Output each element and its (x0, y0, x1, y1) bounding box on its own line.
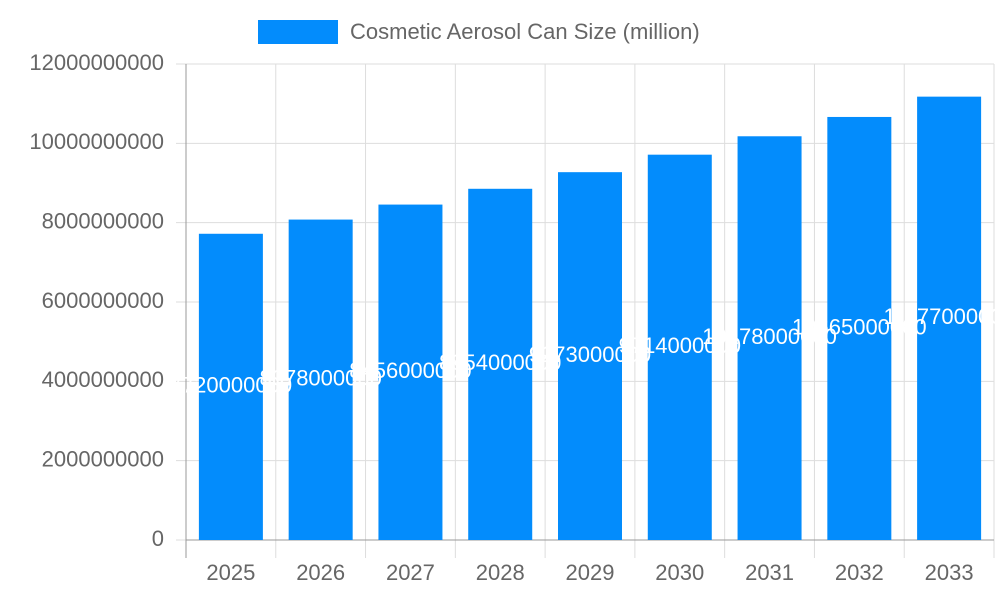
x-tick-label: 2033 (925, 560, 974, 585)
data-label: 9714000000 (619, 333, 741, 358)
y-tick-label: 6000000000 (42, 288, 164, 313)
x-tick-label: 2029 (566, 560, 615, 585)
y-tick-label: 12000000000 (29, 50, 164, 75)
y-tick-label: 8000000000 (42, 208, 164, 233)
bar (288, 219, 353, 540)
labels: 7720000000807800000084560000008854000000… (170, 304, 1000, 398)
bar (917, 96, 982, 541)
bar (378, 204, 443, 540)
data-label: 11177000000 (883, 304, 1000, 329)
x-tick-label: 2028 (476, 560, 525, 585)
data-label: 7720000000 (170, 373, 292, 398)
x-tick-label: 2026 (296, 560, 345, 585)
data-label: 8078000000 (259, 366, 381, 391)
bar (647, 154, 712, 541)
y-tick-label: 4000000000 (42, 367, 164, 392)
data-label: 9273000000 (529, 342, 651, 367)
data-label: 10665000000 (792, 314, 927, 339)
bar (827, 116, 892, 540)
legend-swatch (258, 20, 338, 44)
y-tick-label: 2000000000 (42, 446, 164, 471)
data-label: 10178000000 (702, 324, 837, 349)
x-tick-label: 2032 (835, 560, 884, 585)
x-tick-label: 2027 (386, 560, 435, 585)
bar (468, 188, 533, 541)
bar (558, 172, 622, 540)
data-label: 8456000000 (349, 358, 471, 383)
x-tick-label: 2025 (206, 560, 255, 585)
y-tick-label: 0 (152, 526, 164, 551)
bars (198, 96, 982, 541)
y-tick-label: 10000000000 (29, 129, 164, 154)
x-tick-label: 2030 (655, 560, 704, 585)
bar (198, 233, 263, 541)
bar (737, 136, 802, 541)
x-tick-label: 2031 (745, 560, 794, 585)
data-label: 8854000000 (439, 350, 561, 375)
legend-label: Cosmetic Aerosol Can Size (million) (350, 19, 700, 44)
